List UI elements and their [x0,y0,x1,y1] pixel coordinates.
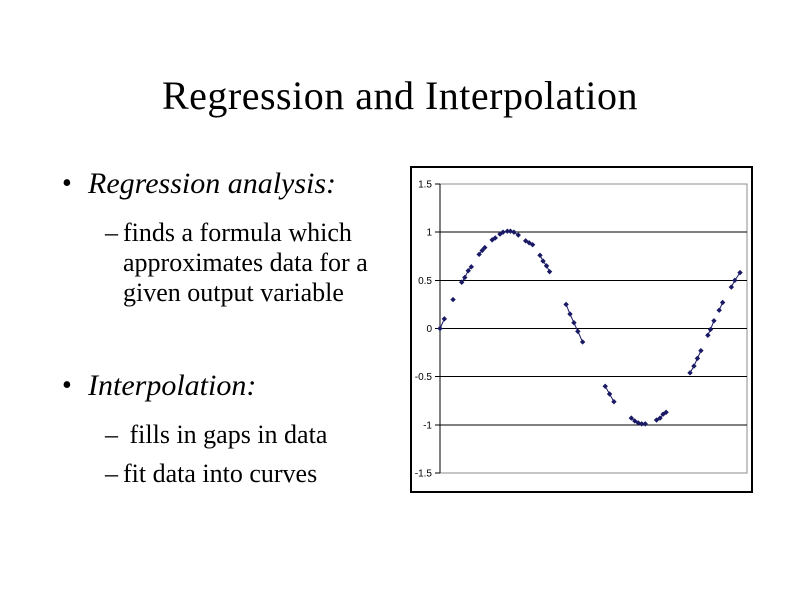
data-point [526,240,532,246]
data-point [642,421,648,427]
data-point [437,325,443,332]
data-point [732,277,738,284]
y-tick-label: -1.5 [415,469,433,480]
data-point [479,247,485,254]
data-point [694,355,701,362]
data-point [504,228,511,234]
data-point [567,311,573,317]
data-point [737,269,743,276]
series-line [689,350,702,374]
data-point [571,320,577,326]
data-point [707,326,714,333]
data-point [522,238,529,244]
data-point [537,252,543,258]
data-point [459,279,465,285]
sub-bullet-interpolation-1: – fills in gaps in data [105,420,411,450]
y-tick-label: 0.5 [418,276,432,287]
bullet-label-interpolation: Interpolation: [88,369,257,402]
bullet-label-regression: Regression analysis: [88,167,337,200]
y-tick-label: -1 [423,420,432,431]
data-point [492,235,498,241]
data-point [691,363,697,369]
y-tick-label: 0 [426,324,432,335]
data-point [515,232,521,238]
bullet-item-regression: • Regression analysis: [62,166,336,202]
data-point [462,274,468,281]
data-point [441,316,448,322]
data-point [711,318,717,324]
bullet-icon: • [62,370,72,401]
data-point [476,251,482,258]
sub-bullet-interpolation-2: – fit data into curves [105,459,411,489]
sub-bullet-regression-1: – finds a formula which approximates dat… [105,218,411,308]
dash-icon: – [105,420,118,449]
data-point [705,332,711,338]
bullet-icon: • [62,168,72,199]
chart-svg: 1.5 1 0.5 0 -0.5 -1 -1.5 [415,180,748,480]
data-point [540,258,546,264]
data-point [687,370,693,376]
data-point [606,391,613,397]
bullet-item-interpolation: • Interpolation: [62,368,256,404]
data-point [500,229,506,235]
y-tick-label: 1 [426,228,432,239]
data-point [575,328,581,335]
sub-bullet-text: finds a formula which approximates data … [123,218,375,307]
data-point [698,347,704,354]
data-point [507,228,514,234]
data-point [482,244,488,251]
y-tick-label: -0.5 [415,372,433,383]
series-line [461,266,472,283]
dash-icon: – [105,459,118,488]
data-point [602,383,608,389]
sub-bullet-text: fit data into curves [123,459,318,488]
data-point [579,339,586,345]
slide-title: Regression and Interpolation [161,73,639,118]
data-point [546,268,553,275]
y-tick-label: 1.5 [418,180,432,191]
data-point [468,264,475,270]
data-point [611,399,617,405]
data-point [728,284,735,290]
sub-bullet-text: fills in gaps in data [123,420,328,449]
data-point [563,301,569,308]
series-line [539,255,551,272]
data-point [465,268,471,274]
data-point [719,299,726,306]
data-point [529,241,536,248]
data-point [716,307,722,313]
chart: 1.5 1 0.5 0 -0.5 -1 -1.5 [410,166,753,493]
data-point [639,421,645,427]
dash-icon: – [105,218,118,247]
data-point [450,296,456,303]
